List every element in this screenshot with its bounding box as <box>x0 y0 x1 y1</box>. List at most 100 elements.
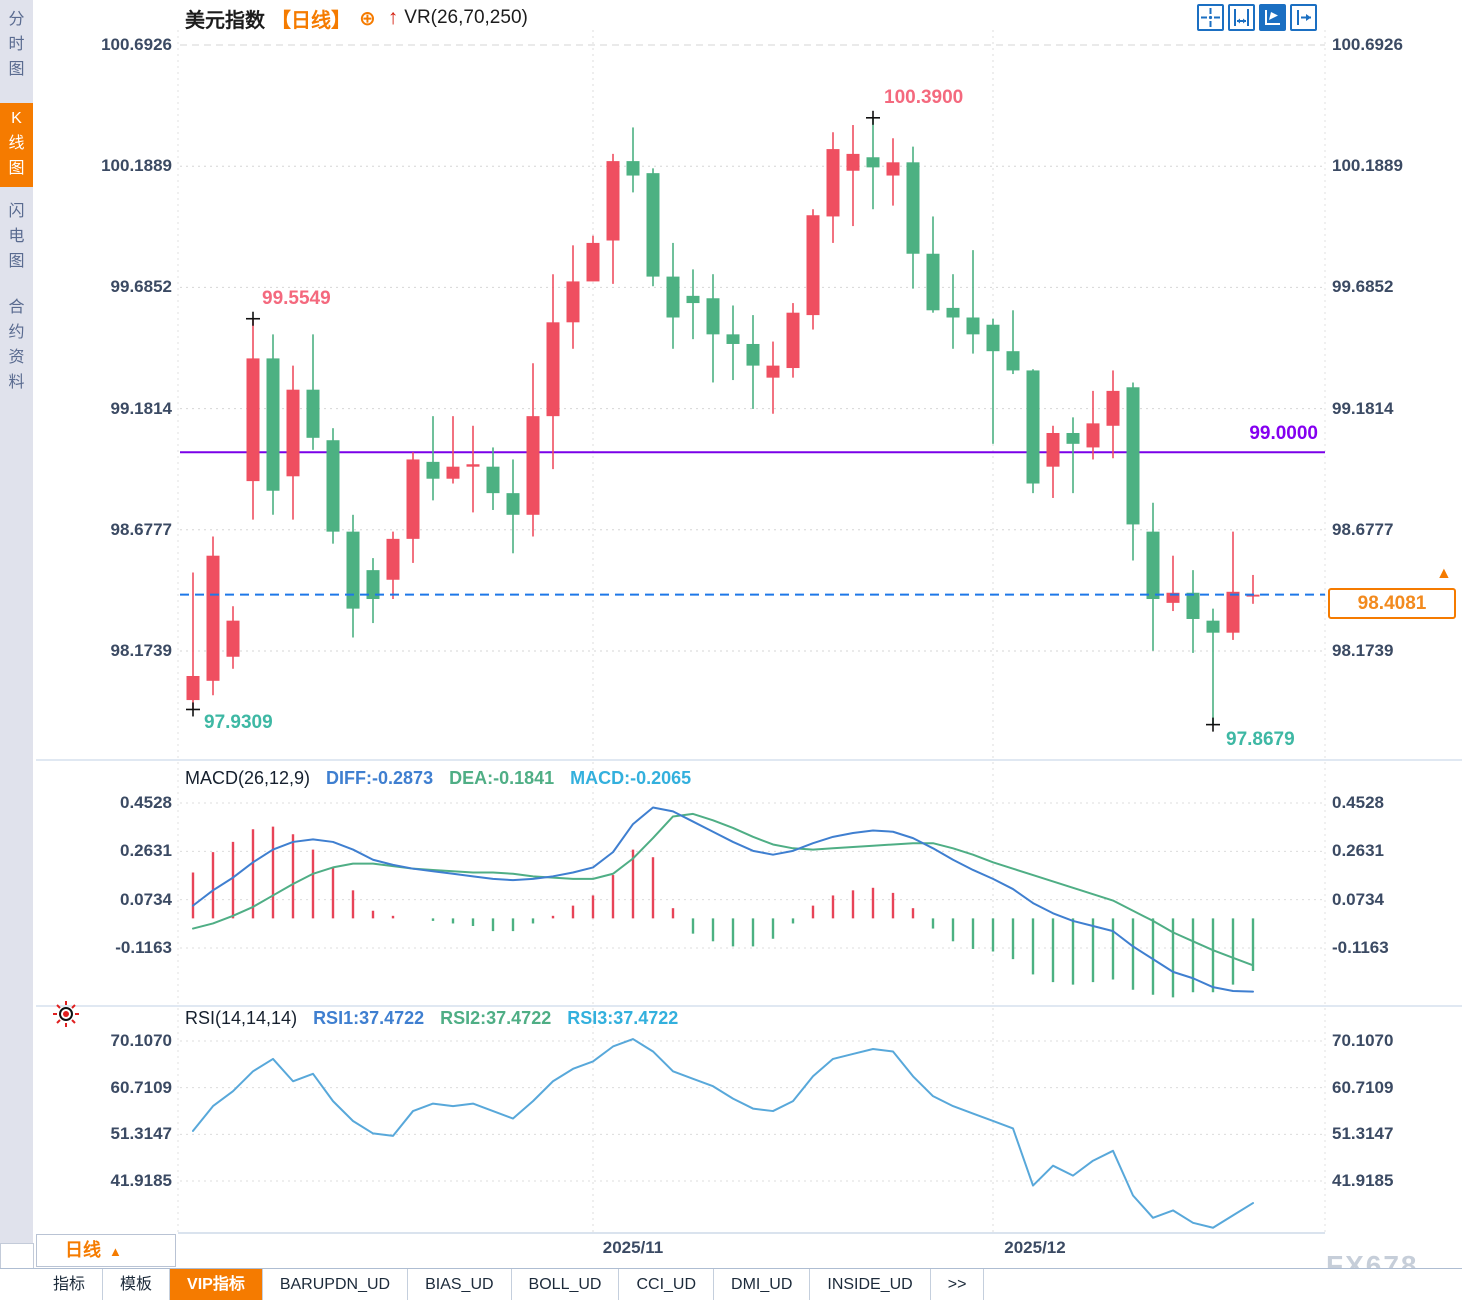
macd-tick: 0.4528 <box>120 793 172 812</box>
annotation-first-low: 97.9309 <box>204 712 273 733</box>
[data-name="macd-header"]-item-1: DEA:-0.1841 <box>449 767 555 788</box>
candle-body <box>766 365 780 378</box>
sidebar-item-2[interactable]: 闪 电 图 <box>8 203 25 270</box>
price-up-arrow-icon: ▲ <box>1436 565 1452 582</box>
candle-body <box>666 276 680 318</box>
candle-body <box>466 464 480 467</box>
candle-body <box>326 440 340 532</box>
candle-body <box>1066 432 1080 444</box>
crosshair-icon[interactable] <box>1197 4 1224 31</box>
bottom-tab-8[interactable]: INSIDE_UD <box>810 1269 931 1300</box>
candle-body <box>186 675 200 701</box>
candle-body <box>506 493 520 515</box>
[data-name="macd-header"]-item-0: DIFF:-0.2873 <box>326 767 434 788</box>
exit-right-icon[interactable] <box>1290 4 1317 31</box>
price-tick: 100.6926 <box>101 35 172 54</box>
symbol-title: 美元指数 <box>185 9 265 32</box>
bottom-tab-9[interactable]: >> <box>931 1269 985 1300</box>
bottom-tab-2[interactable]: VIP指标 <box>170 1269 263 1300</box>
macd-tick: -0.1163 <box>115 938 172 957</box>
annotation-last-low: 97.8679 <box>1226 729 1295 750</box>
price-tick: 98.6777 <box>110 519 172 539</box>
candle-body <box>366 570 380 600</box>
annotation-first-high: 99.5549 <box>262 288 331 309</box>
period-tag[interactable]: 【日线】 <box>271 9 351 32</box>
candle-body <box>286 389 300 477</box>
candle-body <box>526 416 540 515</box>
sidebar: 分 时 图 K 线 图闪 电 图合 约 资 料 <box>0 0 33 1243</box>
candle-body <box>846 153 860 171</box>
candle-body <box>1126 387 1140 525</box>
candle-body <box>906 162 920 254</box>
candle-body <box>226 620 240 657</box>
price-tick: 98.1739 <box>1332 641 1394 660</box>
macd-tick: 0.0734 <box>1332 889 1384 909</box>
rsi-tick: 51.3147 <box>110 1124 172 1144</box>
candle-body <box>706 298 720 335</box>
sun-live-icon[interactable] <box>52 1000 80 1028</box>
price-tick: 98.6777 <box>1332 519 1394 539</box>
macd-tick: 0.2631 <box>1332 841 1384 861</box>
candle-body <box>986 324 1000 352</box>
rsi-tick: 60.7109 <box>110 1077 172 1097</box>
price-tick: 99.6852 <box>110 277 172 297</box>
candle-body <box>486 466 500 494</box>
period-selector[interactable]: 日线 ▲ <box>36 1234 176 1267</box>
toolbar <box>1197 4 1321 31</box>
candle-body <box>426 461 440 479</box>
candle-body <box>886 162 900 176</box>
price-tick: 99.1814 <box>1332 398 1394 418</box>
chart-title-row: 美元指数 【日线】 ⊕ ↑ VR(26,70,250) <box>185 5 528 32</box>
candle-body <box>1166 592 1180 603</box>
bottom-tab-3[interactable]: BARUPDN_UD <box>263 1269 409 1300</box>
candle-body <box>1186 592 1200 619</box>
price-tick: 99.1814 <box>110 398 172 418</box>
rsi-layer <box>192 1038 1254 1229</box>
sidebar-item-3[interactable]: 合 约 资 料 <box>8 299 25 391</box>
rsi-tick: 41.9185 <box>1332 1171 1394 1190</box>
price-tick: 99.6852 <box>1332 277 1394 297</box>
macd-params-label[interactable]: MACD(26,12,9) <box>185 767 311 788</box>
bottom-tab-6[interactable]: CCI_UD <box>619 1269 715 1300</box>
candle-body <box>946 307 960 318</box>
candle-body <box>926 253 940 311</box>
macd-tick: 0.2631 <box>120 841 172 861</box>
sidebar-item-1[interactable]: K 线 图 <box>0 103 33 187</box>
annotation-top-high: 100.3900 <box>884 87 964 108</box>
bottom-tab-4[interactable]: BIAS_UD <box>408 1269 512 1300</box>
marker-cross-top-high <box>866 110 880 125</box>
target-plus-icon[interactable]: ⊕ <box>359 7 376 30</box>
rsi-tick: 60.7109 <box>1332 1077 1394 1097</box>
marker-cross-last-low <box>1206 717 1220 732</box>
rsi-params-label[interactable]: RSI(14,14,14) <box>185 1007 298 1028</box>
bottom-tab-0[interactable]: 指标 <box>36 1269 104 1300</box>
candle-body <box>1046 432 1060 467</box>
price-tick: 100.1889 <box>1332 156 1403 176</box>
vr-indicator-label: VR(26,70,250) <box>404 7 528 28</box>
candle-body <box>1206 620 1220 633</box>
candle-body <box>546 322 560 417</box>
candle-body <box>686 295 700 304</box>
candle-body <box>266 358 280 491</box>
candle-body <box>1226 591 1240 633</box>
candle-body <box>346 531 360 609</box>
candle-body <box>246 358 260 482</box>
rsi-tick: 51.3147 <box>1332 1124 1394 1144</box>
bottom-tab-1[interactable]: 模板 <box>103 1269 171 1300</box>
candle-body <box>446 466 460 479</box>
bottom-tab-7[interactable]: DMI_UD <box>714 1269 811 1300</box>
up-triangle-icon: ▲ <box>109 1244 122 1259</box>
current-price-badge[interactable]: 98.4081 <box>1328 588 1456 619</box>
up-arrow-icon: ↑ <box>387 6 399 29</box>
candle-body <box>1006 351 1020 371</box>
axis-range-icon[interactable] <box>1228 4 1255 31</box>
sidebar-item-0[interactable]: 分 时 图 <box>8 11 25 78</box>
[data-name="rsi-header"]-item-1: RSI2:37.4722 <box>440 1007 552 1028</box>
candle-body <box>1086 423 1100 448</box>
play-chart-icon[interactable] <box>1259 4 1286 31</box>
bottom-tab-5[interactable]: BOLL_UD <box>512 1269 620 1300</box>
rsi-tick: 41.9185 <box>110 1171 172 1190</box>
marker-cross-first-low <box>186 702 200 717</box>
